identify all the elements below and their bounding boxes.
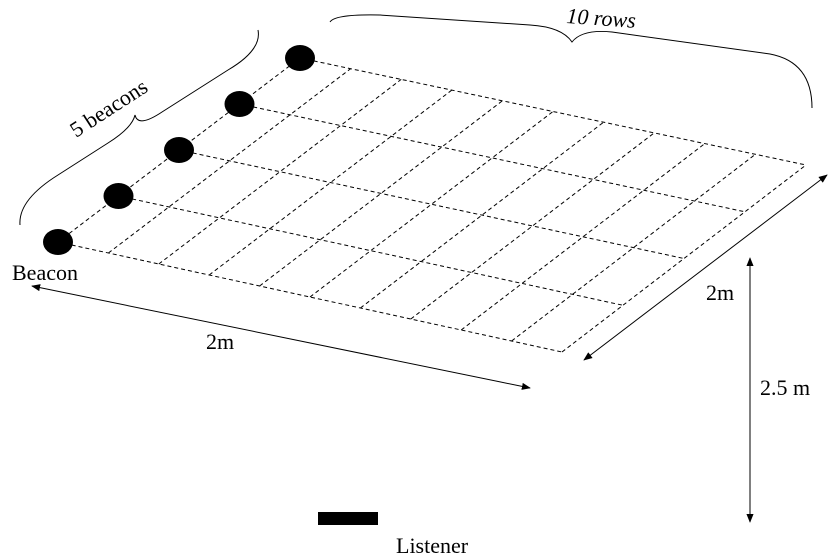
beacon-label: Beacon — [12, 260, 78, 285]
grid-column-line — [309, 111, 554, 298]
grid-row-line — [178, 149, 685, 259]
beacons-count-label: 5 beacons — [65, 74, 152, 143]
width-dimension-label: 2m — [206, 329, 234, 354]
beacon-dot — [224, 91, 255, 117]
grid-column-line — [360, 121, 604, 309]
grid-row-line — [299, 57, 807, 166]
listener-label: Listener — [396, 533, 469, 556]
grid-row-line — [239, 103, 746, 213]
height-dimension-label: 2.5 m — [760, 375, 810, 400]
beacon-dot — [103, 183, 134, 209]
beacon-markers — [43, 45, 315, 255]
width-dimension-arrow — [31, 284, 531, 390]
rows-brace — [329, 14, 813, 109]
beacon-dot — [43, 229, 73, 255]
beacon-grid — [57, 57, 807, 353]
grid-column-line — [57, 57, 301, 243]
grid-column-line — [208, 89, 453, 276]
grid-row-line — [118, 195, 624, 306]
depth-dimension-label: 2m — [706, 280, 734, 305]
depth-dimension-arrow — [583, 174, 828, 361]
beacon-dot — [285, 45, 315, 71]
beacons-brace — [19, 29, 259, 226]
beacon-dot — [164, 137, 194, 163]
rows-count-label: 10 rows — [566, 3, 637, 33]
grid-column-line — [259, 100, 503, 287]
grid-column-line — [108, 68, 351, 254]
listener-device — [318, 512, 378, 525]
grid-column-line — [410, 132, 655, 320]
grid-column-line — [561, 164, 807, 353]
grid-column-line — [158, 79, 402, 265]
